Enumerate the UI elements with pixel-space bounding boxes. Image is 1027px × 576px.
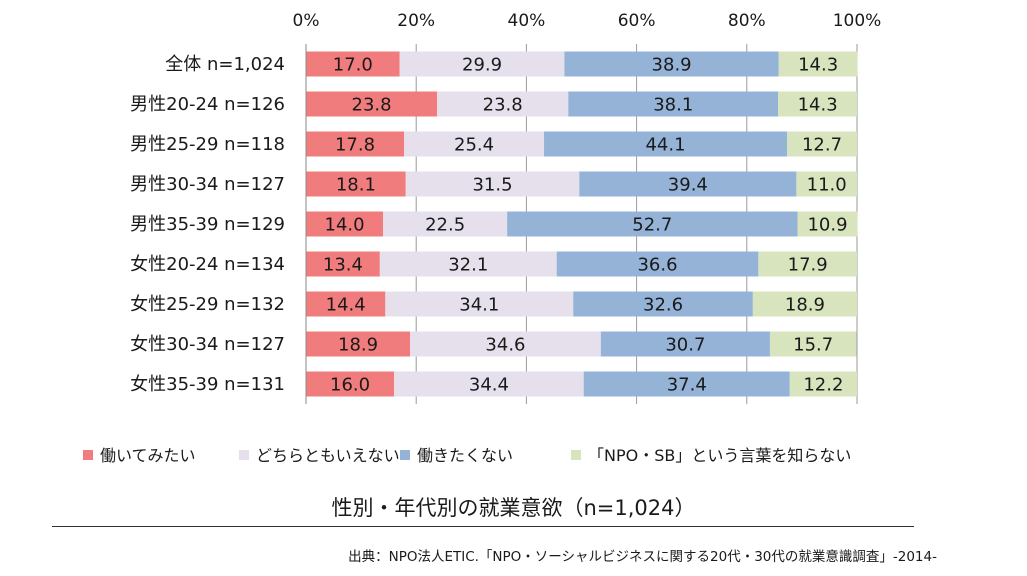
data-label: 11.0 <box>807 175 847 196</box>
bar-segment <box>564 51 779 77</box>
bar-segment <box>306 211 384 237</box>
bar-segment <box>583 371 790 397</box>
data-label: 23.8 <box>483 95 523 116</box>
data-label: 23.8 <box>352 95 392 116</box>
bar-segment <box>769 331 857 357</box>
data-label: 18.1 <box>336 175 376 196</box>
bar-segment <box>306 131 405 157</box>
bar-segment <box>404 131 545 157</box>
data-label: 25.4 <box>454 135 494 156</box>
bar-segment <box>379 251 557 277</box>
bar-segment <box>789 371 857 397</box>
bar-segment <box>306 51 400 77</box>
data-label: 38.1 <box>653 95 693 116</box>
bar-segment <box>556 251 759 277</box>
bar-segment <box>507 211 798 237</box>
bar-segment <box>437 91 569 117</box>
legend-swatch <box>571 450 581 460</box>
category-label: 女性30-34 n=127 <box>130 334 285 355</box>
data-label: 10.9 <box>807 215 847 236</box>
bar-segment <box>306 251 380 277</box>
data-label: 52.7 <box>632 215 672 236</box>
data-label: 36.6 <box>637 255 677 276</box>
title-divider <box>52 526 914 527</box>
bar-segment <box>573 291 753 317</box>
category-label: 男性35-39 n=129 <box>130 214 285 235</box>
bar-segment <box>778 91 857 117</box>
x-tick-label: 40% <box>508 11 546 31</box>
data-label: 14.0 <box>325 215 365 236</box>
data-label: 16.0 <box>330 375 370 396</box>
category-label: 男性30-34 n=127 <box>130 174 285 195</box>
bar-segment <box>544 131 788 157</box>
data-label: 14.4 <box>326 295 366 316</box>
bar-segment <box>306 331 411 357</box>
category-label: 女性20-24 n=134 <box>130 254 285 275</box>
x-tick-label: 60% <box>618 11 656 31</box>
data-label: 34.6 <box>485 335 525 356</box>
data-label: 39.4 <box>668 175 708 196</box>
bar-segment <box>385 291 574 317</box>
source-note: 出典：NPO法人ETIC.「NPO・ソーシャルビジネスに関する20代・30代の就… <box>348 549 937 565</box>
bar-segment <box>405 171 580 197</box>
bar-segment <box>752 291 857 317</box>
x-tick-label: 0% <box>293 11 320 31</box>
data-label: 18.9 <box>338 335 378 356</box>
data-label: 34.4 <box>469 375 509 396</box>
category-label: 女性35-39 n=131 <box>130 374 285 395</box>
x-tick-label: 20% <box>397 11 435 31</box>
category-label: 男性20-24 n=126 <box>130 94 285 115</box>
data-label: 12.2 <box>803 375 843 396</box>
bar-segment <box>306 91 438 117</box>
data-label: 31.5 <box>472 175 512 196</box>
data-label: 38.9 <box>652 55 692 76</box>
bar-segment <box>399 51 565 77</box>
bar-segment <box>306 171 406 197</box>
data-label: 22.5 <box>425 215 465 236</box>
data-label: 17.9 <box>788 255 828 276</box>
data-label: 30.7 <box>665 335 705 356</box>
bar-segment <box>600 331 770 357</box>
bar-segment <box>410 331 601 357</box>
bar-segment <box>579 171 797 197</box>
bar-segment <box>787 131 857 157</box>
legend-swatch <box>400 450 410 460</box>
bar-segment <box>758 251 857 277</box>
bar-segment <box>568 91 779 117</box>
bar-segment <box>394 371 584 397</box>
data-label: 12.7 <box>802 135 842 156</box>
legend-label: 働いてみたい <box>100 446 196 465</box>
stacked-bar-chart: 0% 20% 40% 60% 80% 100% 全体 n=1,024 17.0 29.9 38.9… <box>83 11 882 465</box>
data-label: 32.6 <box>643 295 683 316</box>
bar-segment <box>306 371 395 397</box>
bar-segment <box>796 171 857 197</box>
data-label: 29.9 <box>462 55 502 76</box>
legend-swatch <box>83 450 93 460</box>
data-label: 14.3 <box>798 55 838 76</box>
data-label: 17.8 <box>335 135 375 156</box>
data-label: 14.3 <box>798 95 838 116</box>
bar-segment <box>306 291 386 317</box>
chart-title: 性別・年代別の就業意欲（n=1,024） <box>331 496 696 520</box>
data-label: 44.1 <box>645 135 685 156</box>
data-label: 37.4 <box>667 375 707 396</box>
x-tick-label: 100% <box>833 11 882 31</box>
data-label: 34.1 <box>459 295 499 316</box>
category-label: 男性25-29 n=118 <box>130 134 285 155</box>
category-label: 全体 n=1,024 <box>165 54 285 75</box>
bar-segment <box>797 211 858 237</box>
data-label: 18.9 <box>785 295 825 316</box>
data-label: 32.1 <box>448 255 488 276</box>
category-label: 女性25-29 n=132 <box>130 294 285 315</box>
x-tick-label: 80% <box>728 11 766 31</box>
data-label: 17.0 <box>333 55 373 76</box>
bar-segment <box>778 51 858 77</box>
data-label: 15.7 <box>793 335 833 356</box>
legend-label: どちらともいえない <box>256 446 400 465</box>
legend-label: 働きたくない <box>417 446 513 465</box>
bar-segment <box>383 211 508 237</box>
legend-swatch <box>239 450 249 460</box>
data-label: 13.4 <box>323 255 363 276</box>
legend-label: 「NPO・SB」という言葉を知らない <box>588 446 851 465</box>
